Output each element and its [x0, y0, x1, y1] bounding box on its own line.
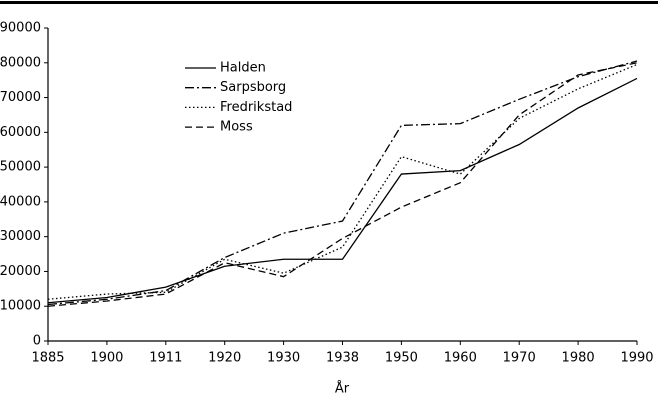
x-tick-label: 1938 [326, 351, 359, 366]
x-tick-label: 1980 [562, 351, 595, 366]
series-line [47, 60, 638, 306]
y-tick-label: 0 [33, 334, 41, 349]
y-tick-label: 10000 [0, 299, 41, 314]
x-tick-label: 1911 [149, 351, 182, 366]
y-tick-label: 30000 [0, 229, 41, 244]
y-tick-label: 20000 [0, 264, 41, 279]
y-tick-label: 80000 [0, 55, 41, 70]
x-tick-label: 1950 [385, 351, 418, 366]
series-line [47, 77, 638, 304]
x-tick-label: 1920 [208, 351, 241, 366]
y-tick-label: 60000 [0, 125, 41, 140]
x-axis-label: År [335, 381, 350, 397]
series-line [47, 62, 638, 307]
y-tick-label: 90000 [0, 21, 41, 36]
legend-label: Sarpsborg [220, 80, 286, 95]
x-tick-label: 1930 [267, 351, 300, 366]
legend-label: Moss [220, 120, 253, 135]
top-rule [0, 1, 658, 4]
legend-label: Halden [220, 61, 266, 76]
x-tick-label: 1885 [31, 351, 64, 366]
legend-label: Fredrikstad [220, 100, 292, 115]
y-tick-label: 70000 [0, 90, 41, 105]
y-tick-label: 40000 [0, 194, 41, 209]
x-tick-label: 1900 [90, 351, 123, 366]
y-tick-label: 50000 [0, 160, 41, 175]
x-tick-label: 1960 [444, 351, 477, 366]
x-tick-label: 1990 [620, 351, 653, 366]
x-tick-label: 1970 [503, 351, 536, 366]
series-line [47, 63, 638, 300]
